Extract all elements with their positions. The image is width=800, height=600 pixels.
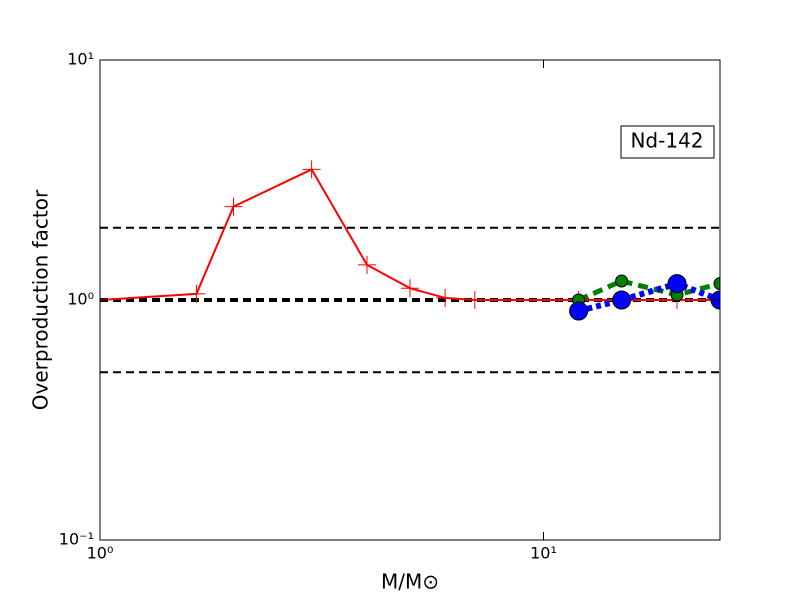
x-axis-label: M/M⊙	[381, 570, 439, 594]
marker	[401, 279, 419, 298]
annotation: Nd-142	[630, 129, 703, 153]
marker	[465, 291, 484, 309]
y-tick-label: 10⁰	[67, 290, 94, 309]
series-line	[577, 278, 720, 303]
marker	[302, 160, 321, 179]
marker	[187, 284, 206, 303]
marker	[612, 290, 632, 310]
marker	[569, 301, 589, 321]
marker	[358, 255, 377, 274]
marker	[224, 197, 243, 216]
marker	[615, 274, 629, 288]
annotation-box	[620, 125, 715, 159]
x-tick-label: 10⁰	[87, 544, 114, 563]
marker	[667, 274, 687, 294]
y-axis-label: Overproduction factor	[29, 189, 53, 410]
series-line	[577, 280, 720, 314]
marker	[713, 277, 720, 291]
y-tick-label: 10⁻¹	[59, 530, 94, 549]
y-tick-label: 10¹	[67, 50, 94, 69]
marker	[436, 288, 455, 307]
x-tick-label: 10¹	[530, 544, 557, 563]
